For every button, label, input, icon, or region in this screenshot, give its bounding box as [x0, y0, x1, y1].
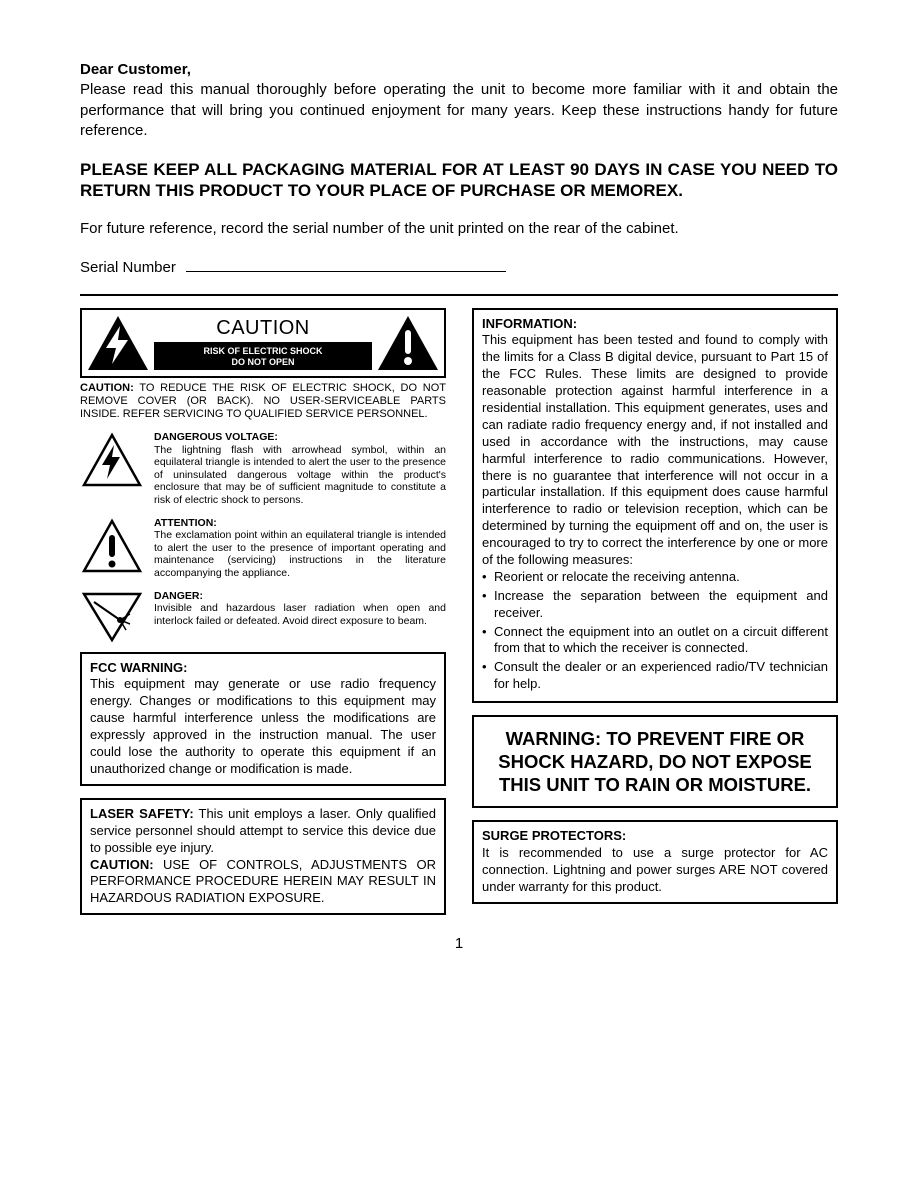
serial-line: Serial Number — [80, 259, 838, 276]
info-bullet: Increase the separation between the equi… — [482, 588, 828, 622]
exclaim-triangle-outline-icon — [80, 517, 144, 575]
fcc-text: This equipment may generate or use radio… — [90, 676, 436, 775]
info-bullets: Reorient or relocate the receiving anten… — [482, 569, 828, 693]
caution-word: CAUTION — [154, 315, 372, 343]
fcc-box: FCC WARNING: This equipment may generate… — [80, 652, 446, 786]
surge-box: SURGE PROTECTORS: It is recommended to u… — [472, 820, 838, 904]
caution-sub: RISK OF ELECTRIC SHOCK DO NOT OPEN — [154, 343, 372, 370]
bolt-triangle-outline-icon — [80, 431, 144, 489]
voltage-title: DANGEROUS VOLTAGE: — [154, 431, 278, 443]
info-title: INFORMATION: — [482, 316, 577, 331]
laser-title2: CAUTION: — [90, 857, 154, 872]
caution-body: CAUTION: TO REDUCE THE RISK OF ELECTRIC … — [80, 382, 446, 422]
fire-warning: WARNING: TO PREVENT FIRE OR SHOCK HAZARD… — [472, 715, 838, 808]
info-bullet: Reorient or relocate the receiving anten… — [482, 569, 828, 586]
greeting: Dear Customer, — [80, 61, 191, 78]
right-column: INFORMATION: This equipment has been tes… — [472, 308, 838, 928]
divider — [80, 294, 838, 296]
danger-text: Invisible and hazardous laser radiation … — [154, 602, 446, 627]
laser-box: LASER SAFETY: This unit employs a laser.… — [80, 798, 446, 915]
attention-text: The exclamation point within an equilate… — [154, 529, 446, 579]
serial-label: Serial Number — [80, 259, 176, 276]
laser-title: LASER SAFETY: — [90, 806, 194, 821]
fcc-title: FCC WARNING: — [90, 660, 188, 675]
info-box: INFORMATION: This equipment has been tes… — [472, 308, 838, 704]
left-column: CAUTION RISK OF ELECTRIC SHOCK DO NOT OP… — [80, 308, 446, 928]
page-number: 1 — [80, 935, 838, 952]
attention-row: ATTENTION: The exclamation point within … — [80, 517, 446, 580]
keep-packaging: PLEASE KEEP ALL PACKAGING MATERIAL FOR A… — [80, 159, 838, 202]
exclaim-triangle-filled-icon — [376, 314, 440, 372]
intro-paragraph: Dear Customer, Please read this manual t… — [80, 60, 838, 141]
info-bullet: Consult the dealer or an experienced rad… — [482, 659, 828, 693]
bolt-triangle-filled-icon — [86, 314, 150, 372]
danger-row: DANGER: Invisible and hazardous laser ra… — [80, 590, 446, 642]
intro-text: Please read this manual thoroughly befor… — [80, 81, 838, 139]
surge-text: It is recommended to use a surge protect… — [482, 845, 828, 894]
laser-triangle-icon — [80, 590, 144, 642]
surge-title: SURGE PROTECTORS: — [482, 828, 626, 843]
caution-banner: CAUTION RISK OF ELECTRIC SHOCK DO NOT OP… — [80, 308, 446, 378]
future-reference: For future reference, record the serial … — [80, 220, 838, 237]
voltage-row: DANGEROUS VOLTAGE: The lightning flash w… — [80, 431, 446, 507]
info-text: This equipment has been tested and found… — [482, 332, 828, 567]
info-bullet: Connect the equipment into an outlet on … — [482, 624, 828, 658]
voltage-text: The lightning flash with arrowhead symbo… — [154, 444, 446, 506]
serial-blank — [186, 271, 506, 272]
attention-title: ATTENTION: — [154, 517, 217, 529]
danger-title: DANGER: — [154, 590, 203, 602]
